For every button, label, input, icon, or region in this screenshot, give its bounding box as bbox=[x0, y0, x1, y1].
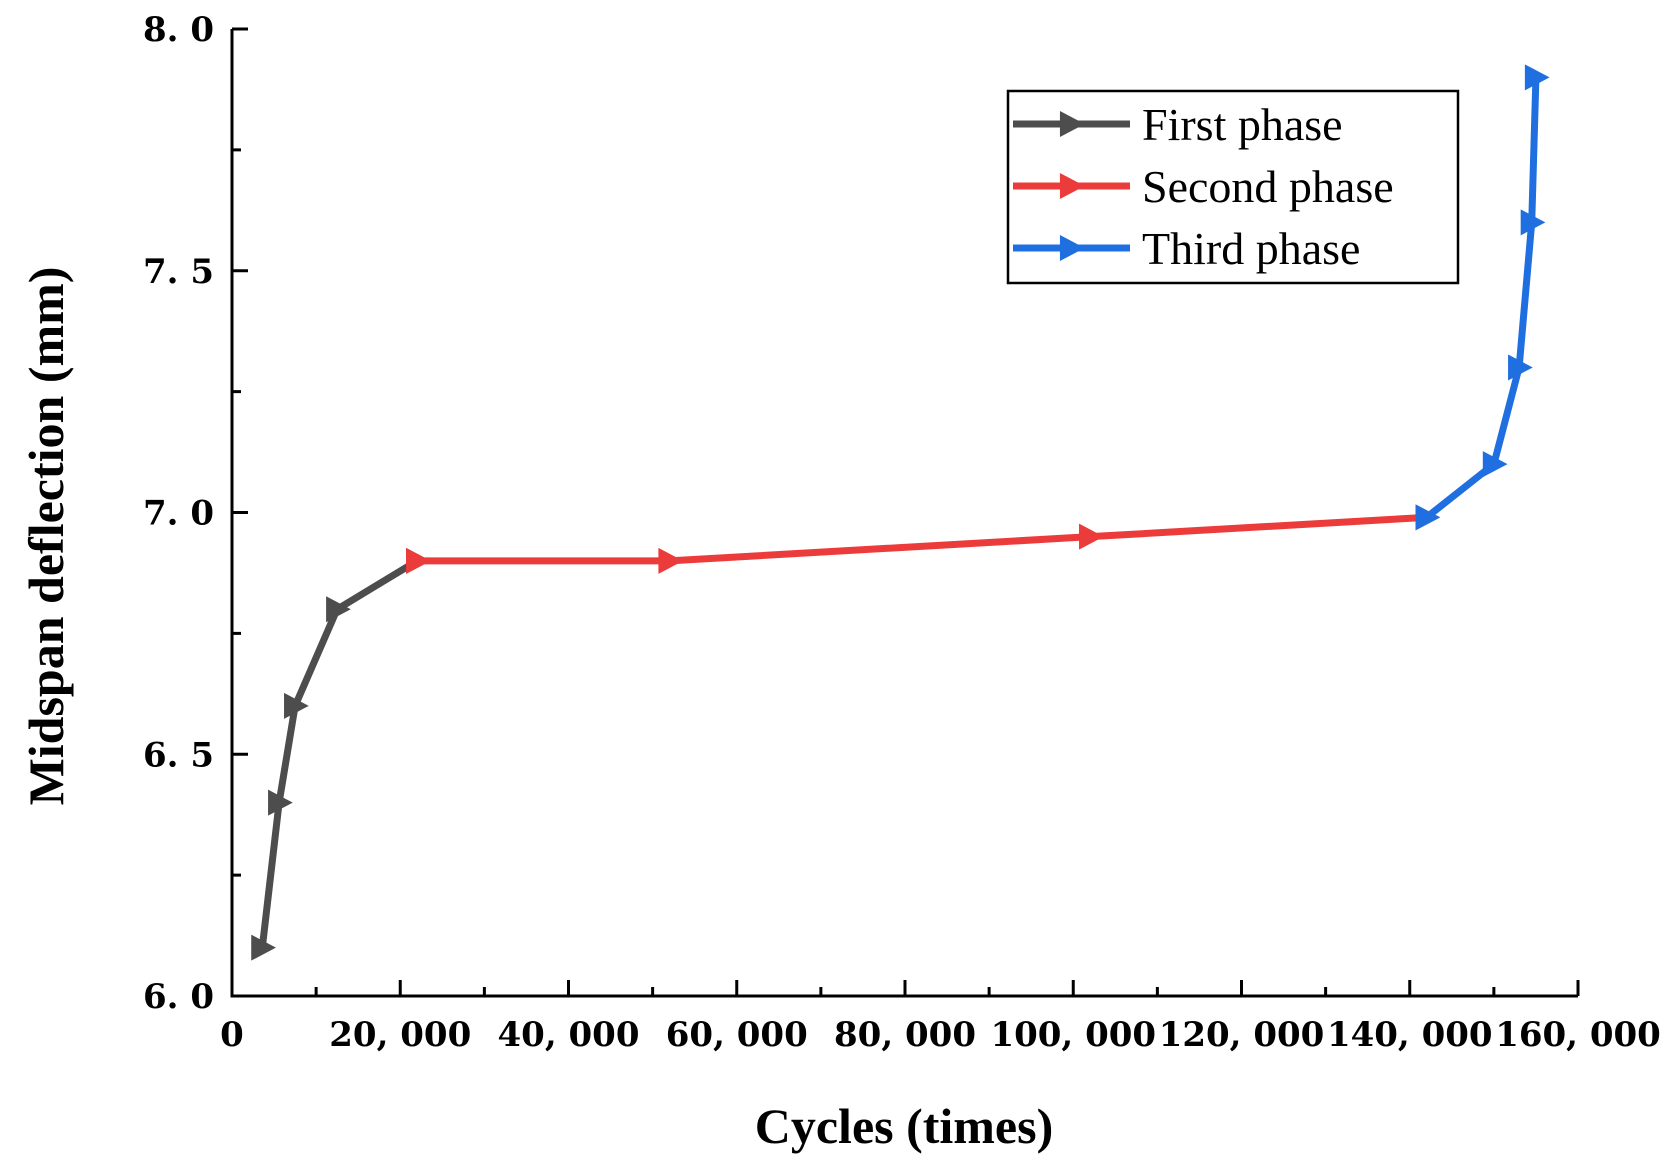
y-tick-label: 6. 5 bbox=[143, 735, 214, 775]
data-point bbox=[1520, 209, 1546, 236]
legend-item: First phase bbox=[1013, 99, 1343, 150]
data-point bbox=[1482, 451, 1508, 478]
series-line bbox=[258, 557, 421, 952]
legend-swatch-marker bbox=[1059, 173, 1085, 199]
data-point bbox=[268, 789, 293, 816]
data-point bbox=[251, 934, 276, 961]
legend-item: Third phase bbox=[1013, 223, 1360, 274]
legend: First phase Second phase Third phase bbox=[1006, 89, 1460, 285]
legend-label: Second phase bbox=[1142, 161, 1394, 212]
y-tick-label: 8. 0 bbox=[143, 10, 214, 50]
data-point bbox=[1079, 523, 1104, 550]
legend-swatch-marker bbox=[1059, 235, 1085, 261]
x-tick-label: 160, 000 bbox=[1495, 1015, 1661, 1055]
data-point bbox=[406, 547, 431, 574]
x-tick-label: 20, 000 bbox=[329, 1015, 471, 1055]
data-point bbox=[284, 692, 309, 719]
y-tick-label: 6. 0 bbox=[143, 977, 214, 1017]
x-tick-label: 140, 000 bbox=[1327, 1015, 1493, 1055]
x-tick-label: 40, 000 bbox=[498, 1015, 640, 1055]
series-first-phase bbox=[251, 547, 431, 961]
y-axis-title: Midspan deflection (mm) bbox=[18, 267, 74, 806]
x-tick-label: 100, 000 bbox=[990, 1015, 1156, 1055]
y-tick-label: 7. 0 bbox=[143, 494, 214, 534]
series-line bbox=[413, 513, 1431, 565]
series-layer bbox=[251, 64, 1550, 961]
legend-item: Second phase bbox=[1013, 161, 1394, 212]
legend-label: First phase bbox=[1142, 99, 1343, 150]
x-axis-title: Cycles (times) bbox=[755, 1098, 1054, 1154]
y-tick-label: 7. 5 bbox=[143, 252, 214, 292]
data-point bbox=[326, 596, 351, 623]
series-second-phase bbox=[406, 504, 1441, 574]
axes: 0 20, 000 40, 000 60, 000 80, 000 100, 000 120… bbox=[143, 10, 1661, 1055]
series-third-phase bbox=[1415, 64, 1550, 531]
legend-swatch-marker bbox=[1059, 111, 1085, 137]
data-point bbox=[1508, 354, 1533, 381]
legend-label: Third phase bbox=[1142, 223, 1360, 274]
x-tick-label: 60, 000 bbox=[666, 1015, 808, 1055]
data-point bbox=[1524, 64, 1550, 91]
data-point bbox=[658, 547, 684, 574]
x-tick-label: 120, 000 bbox=[1159, 1015, 1325, 1055]
data-point bbox=[1415, 504, 1441, 531]
x-tick-label: 80, 000 bbox=[834, 1015, 976, 1055]
x-tick-label: 0 bbox=[220, 1015, 244, 1055]
